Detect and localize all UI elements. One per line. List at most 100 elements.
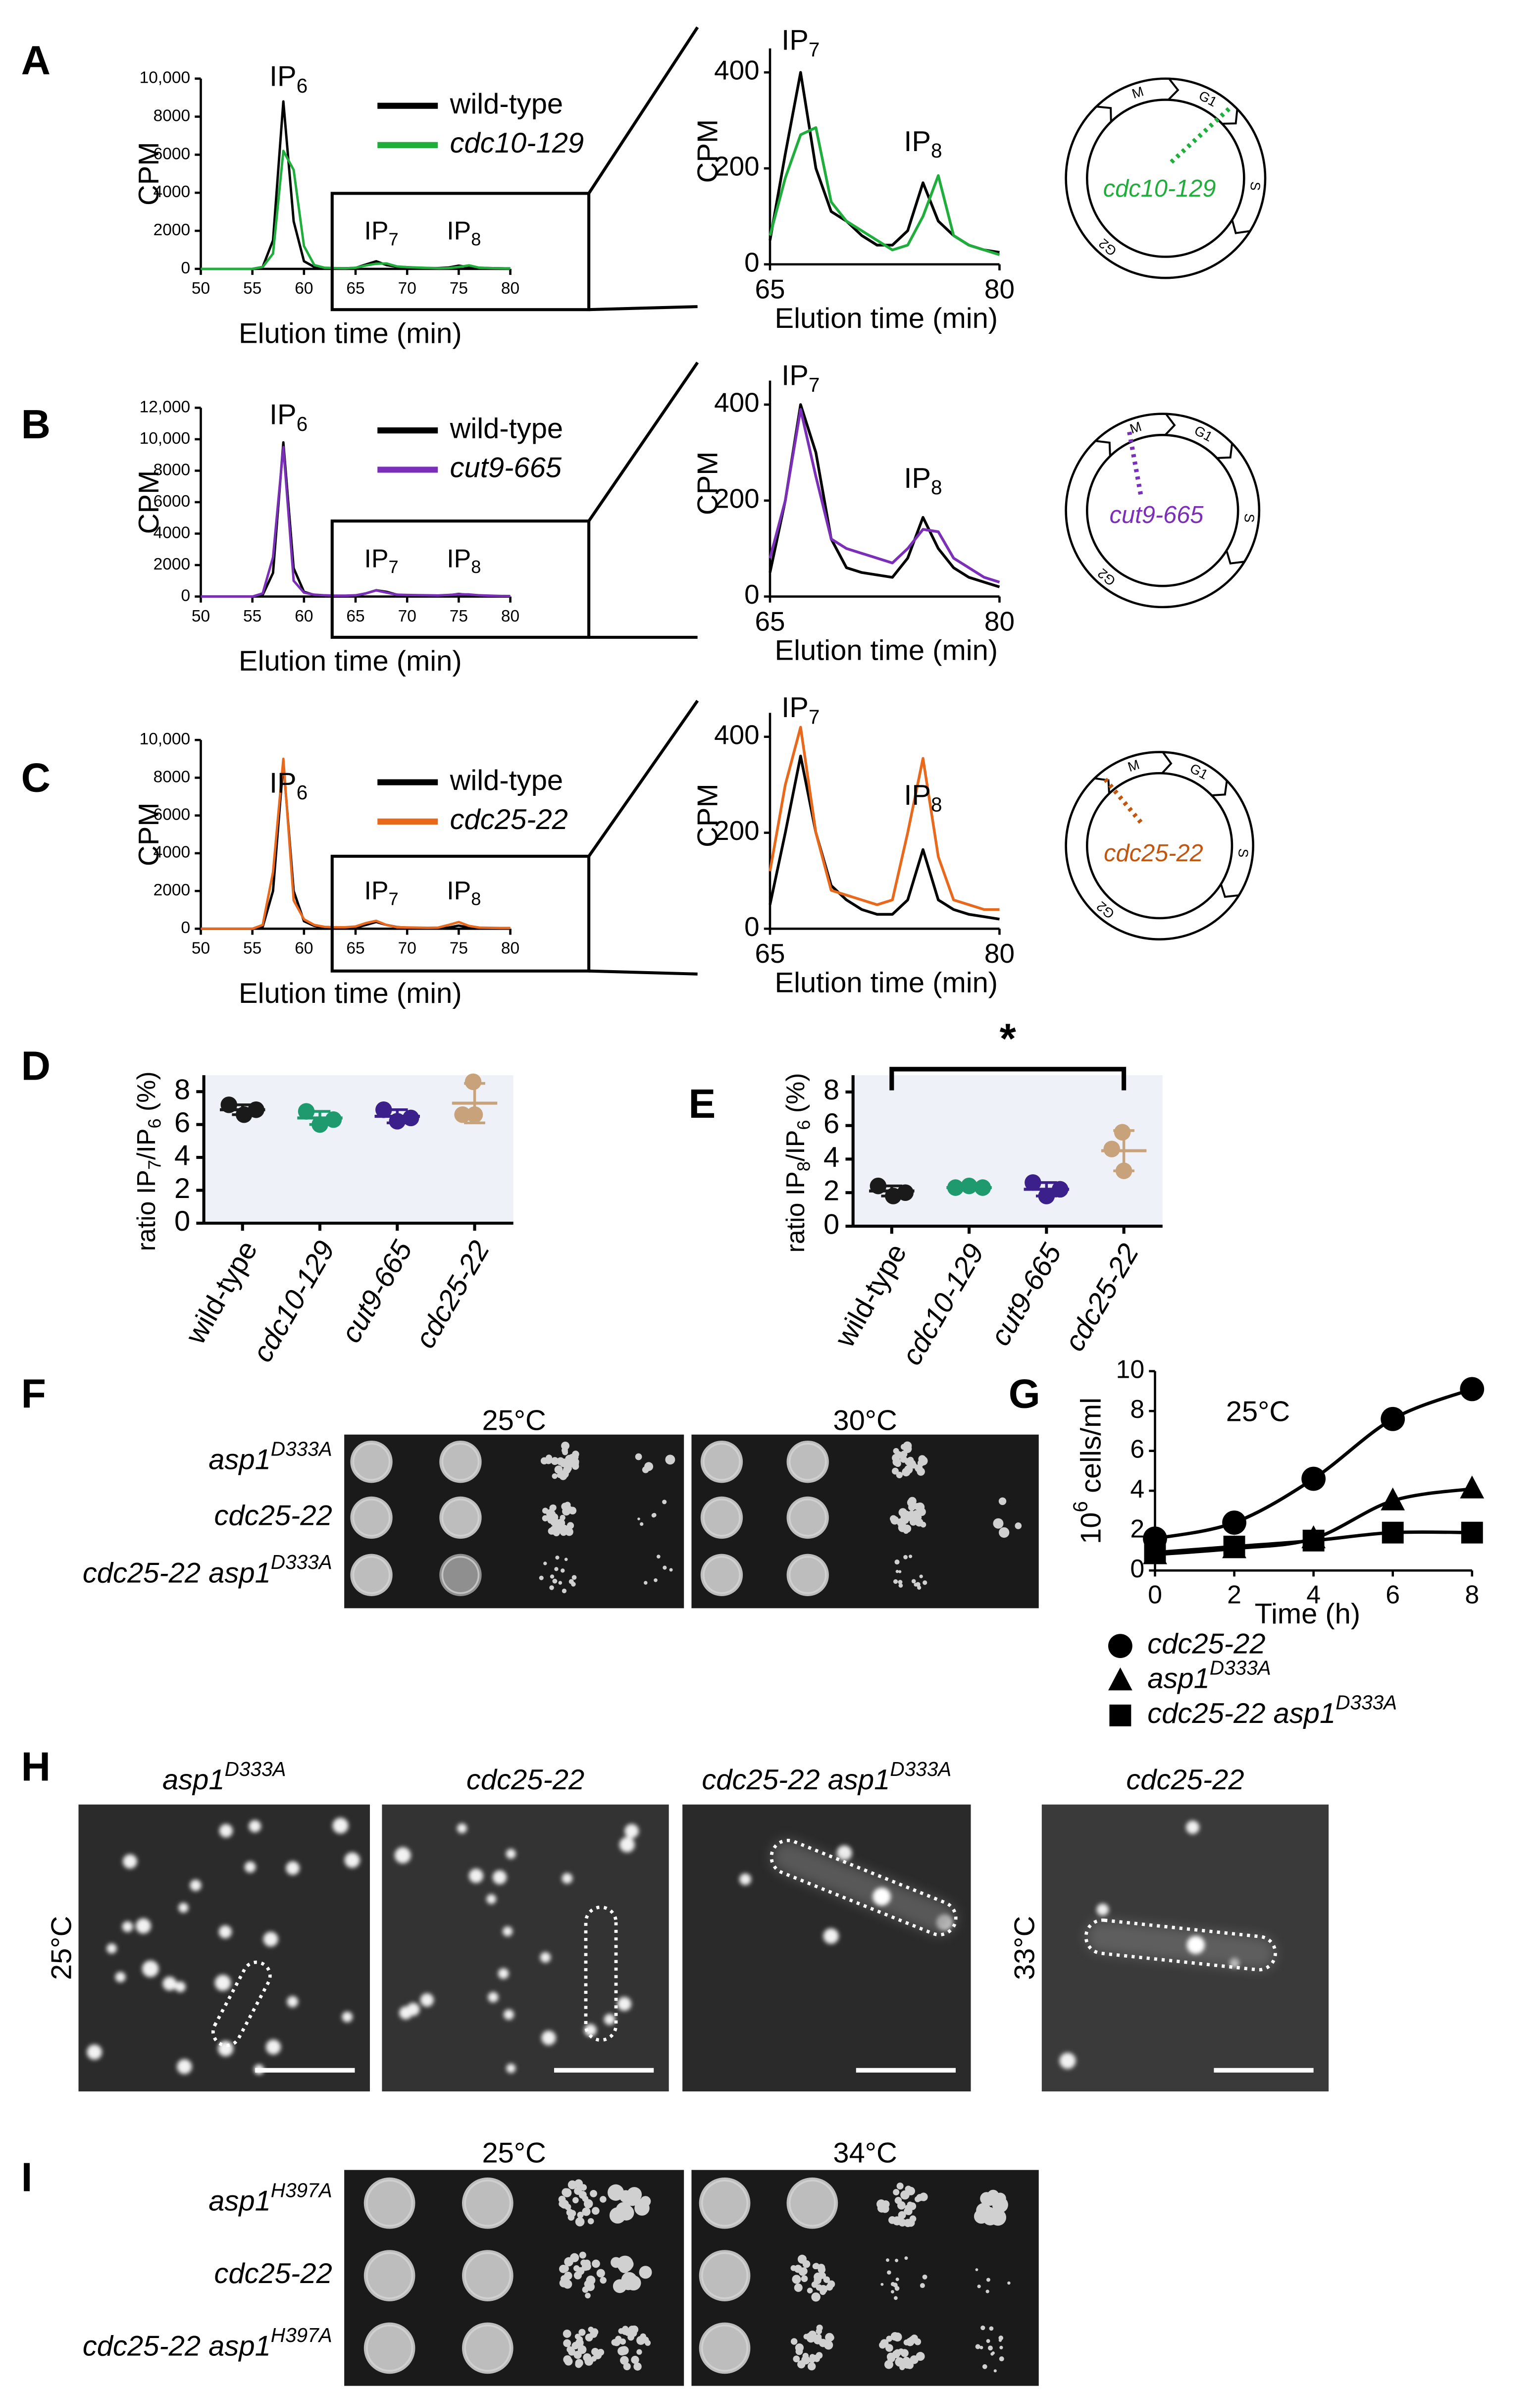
cycle-chevron <box>1217 443 1233 459</box>
x-axis-label: Elution time (min) <box>239 645 462 677</box>
y-tick-label: 4000 <box>154 183 191 201</box>
y-axis-label: CPM <box>133 470 165 534</box>
colony <box>898 1583 903 1588</box>
nucleus <box>584 2024 597 2036</box>
y-tick-label: 8000 <box>154 768 191 786</box>
micrograph <box>382 1804 669 2092</box>
colony <box>906 2361 914 2369</box>
colony <box>991 2351 995 2355</box>
text-segment: 6 <box>297 74 308 97</box>
x-tick-label: 65 <box>346 607 364 625</box>
colony <box>555 1556 560 1560</box>
strain-label: asp1H397A <box>208 2179 332 2217</box>
colony <box>898 1570 902 1573</box>
error-bar <box>232 1103 254 1116</box>
colony <box>903 1444 912 1454</box>
text-segment: 8 <box>471 556 481 576</box>
y-tick-label: 2 <box>823 1175 839 1207</box>
text-segment: cdc25-22 <box>1126 1764 1244 1796</box>
colony <box>897 1518 906 1527</box>
peak-label: IP8 <box>904 780 942 816</box>
colony-spot <box>363 2250 415 2301</box>
x-tick-label: 4 <box>1306 1580 1321 1609</box>
text-segment: (%) <box>131 1071 160 1118</box>
mutant-label: cut9-665 <box>1110 502 1204 528</box>
x-tick-label: 50 <box>192 607 210 625</box>
peak-label: IP7 <box>364 876 399 909</box>
colony <box>807 2362 816 2371</box>
colony <box>559 2264 567 2273</box>
x-tick-label: 65 <box>755 274 785 305</box>
colony-spot-edge <box>366 2180 413 2227</box>
panel-letter: E <box>688 1081 716 1127</box>
x-tick-label: 70 <box>398 279 416 298</box>
marker <box>1301 1466 1326 1491</box>
colony <box>571 1575 577 1580</box>
y-tick-label: 4000 <box>154 523 191 542</box>
colony <box>999 2345 1003 2349</box>
colony <box>562 1588 567 1594</box>
colony <box>903 1528 909 1534</box>
colony <box>630 2325 639 2334</box>
colony <box>590 2189 597 2197</box>
colony-spot-edge <box>788 1499 827 1537</box>
colony <box>663 1565 667 1570</box>
colony <box>893 2188 900 2196</box>
colony-spot-edge <box>703 1499 741 1537</box>
micrograph <box>682 1804 971 2092</box>
error-bar <box>1036 1181 1057 1197</box>
colony <box>909 1555 913 1559</box>
colony <box>817 2264 825 2272</box>
colony <box>542 1508 549 1514</box>
colony <box>802 2260 811 2268</box>
temperature-label: 25°C <box>482 2137 546 2169</box>
colony <box>563 2339 571 2347</box>
x-tick-label: 70 <box>398 939 416 958</box>
error-bar <box>1113 1129 1134 1172</box>
text-segment: 7 <box>389 229 399 249</box>
nucleus <box>604 2014 616 2025</box>
cycle-ring <box>1065 413 1261 609</box>
colony <box>922 2274 927 2280</box>
colony-spot <box>786 1496 829 1539</box>
colony <box>1015 1522 1022 1529</box>
nucleus <box>1059 2052 1076 2069</box>
colony <box>563 2329 571 2338</box>
text-segment: IP <box>364 876 389 905</box>
text-segment: 6 <box>1069 1501 1091 1512</box>
colony <box>893 1579 898 1584</box>
x-tick-label: 80 <box>501 279 519 298</box>
colony <box>910 2355 919 2364</box>
colony-spot-edge <box>788 2180 836 2227</box>
cycle-chevron <box>1095 440 1111 457</box>
colony <box>812 2263 819 2270</box>
colony <box>923 1580 927 1585</box>
mutation-marker <box>1103 778 1143 825</box>
y-tick-label: 8000 <box>154 106 191 125</box>
y-tick-label: 200 <box>714 151 760 181</box>
colony <box>550 1574 555 1579</box>
colony <box>552 1473 558 1479</box>
colony <box>564 1502 571 1508</box>
colony <box>895 1569 899 1573</box>
y-tick-label: 0 <box>174 1205 190 1237</box>
colony-spot <box>439 1440 482 1483</box>
x-tick-label: 55 <box>243 607 261 625</box>
nucleus <box>619 1837 635 1853</box>
colony <box>795 2343 804 2352</box>
zoom-connector <box>587 700 699 857</box>
micrograph-title: cdc25-22 <box>1126 1764 1244 1796</box>
colony <box>549 1585 554 1590</box>
y-tick-label: 2000 <box>154 881 191 899</box>
colony-spot <box>350 1440 393 1483</box>
nucleus <box>540 1952 551 1963</box>
x-tick-label: 8 <box>1465 1580 1479 1609</box>
colony <box>993 2369 997 2373</box>
y-tick-label: 0 <box>744 247 760 277</box>
phase-label: S <box>1235 848 1251 858</box>
colony <box>993 1518 1004 1529</box>
y-tick-label: 12,000 <box>140 398 191 416</box>
colony-spot <box>363 2322 415 2374</box>
y-tick-label: 6000 <box>154 806 191 824</box>
micrograph-title: cdc25-22 <box>466 1764 584 1796</box>
